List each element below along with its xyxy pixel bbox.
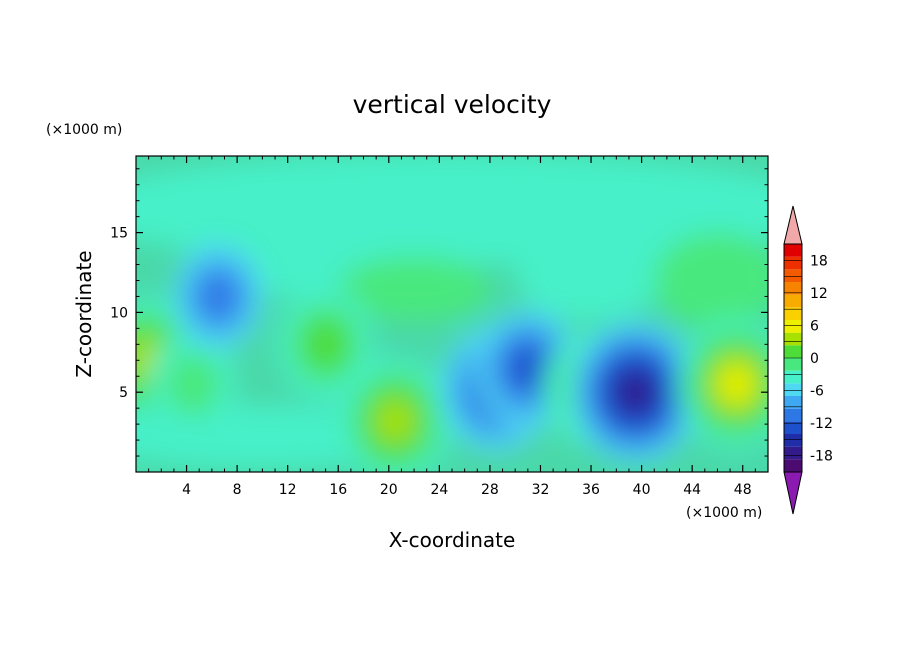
field-feature [566,162,641,255]
colorbar-segment [784,332,802,346]
y-tick-label: 15 [110,226,128,242]
colorbar-segment [784,320,802,333]
field-band [338,256,490,321]
x-tick-label: 44 [683,482,701,498]
colorbar-label: -6 [810,384,824,400]
field-feature [304,319,347,370]
field-blur-layer [136,156,768,472]
colorbar: 18 12 6 0 -6 -12 -18 [783,205,833,515]
x-tick-label: 36 [582,482,600,498]
y-axis-label: Z-coordinate [72,250,96,377]
field-feature [375,398,415,444]
x-axis-unit: (×1000 m) [686,505,762,521]
field-feature [166,352,220,417]
colorbar-segment [784,396,802,409]
colorbar-segment [784,282,802,295]
colorbar-label: 12 [810,286,828,302]
x-tick-label: 48 [734,482,752,498]
x-axis: 4 8 12 16 20 24 28 32 36 40 44 48 [135,156,769,498]
field-band [515,224,667,321]
x-tick-label: 4 [182,482,191,498]
colorbar-segment [784,294,802,308]
field-feature [197,272,239,321]
x-axis-label: X-coordinate [389,528,516,552]
field-feature [509,347,547,390]
colorbar-segment [784,446,802,460]
field-band [654,232,768,329]
y-axis: 5 10 15 [110,168,768,457]
colorbar-segment [784,370,802,384]
colorbar-segment [784,408,802,422]
colorbar-segment [784,244,802,257]
x-tick-label: 20 [380,482,398,498]
x-tick-label: 32 [532,482,550,498]
colorbar-under-triangle [783,471,803,515]
field-feature [619,374,652,410]
colorbar-segment [784,345,802,358]
velocity-field [136,156,768,472]
colorbar-segment [784,307,802,320]
chart-title: vertical velocity [353,90,552,119]
colorbar-segment [784,269,802,282]
colorbar-segment [784,421,802,434]
colorbar-label: -18 [810,449,833,465]
x-tick-label: 40 [633,482,651,498]
x-tick-label: 8 [233,482,242,498]
colorbar-segment [784,383,802,396]
y-tick-label: 5 [119,385,128,401]
colorbar-segment [784,256,802,270]
colorbar-segment [784,434,802,447]
x-tick-label: 28 [481,482,499,498]
y-axis-unit: (×1000 m) [46,122,122,138]
colorbar-label: -12 [810,416,833,432]
x-tick-label: 16 [329,482,347,498]
x-tick-label: 12 [279,482,297,498]
colorbar-over-triangle [783,205,803,245]
y-tick-label: 10 [110,305,128,321]
plot-area [135,155,769,473]
colorbar-label: 6 [810,318,819,334]
colorbar-label: 18 [810,253,828,269]
colorbar-label: 0 [810,351,819,367]
x-tick-label: 24 [430,482,448,498]
field-feature [719,365,754,404]
colorbar-segment [784,358,802,371]
colorbar-segment [784,459,802,472]
